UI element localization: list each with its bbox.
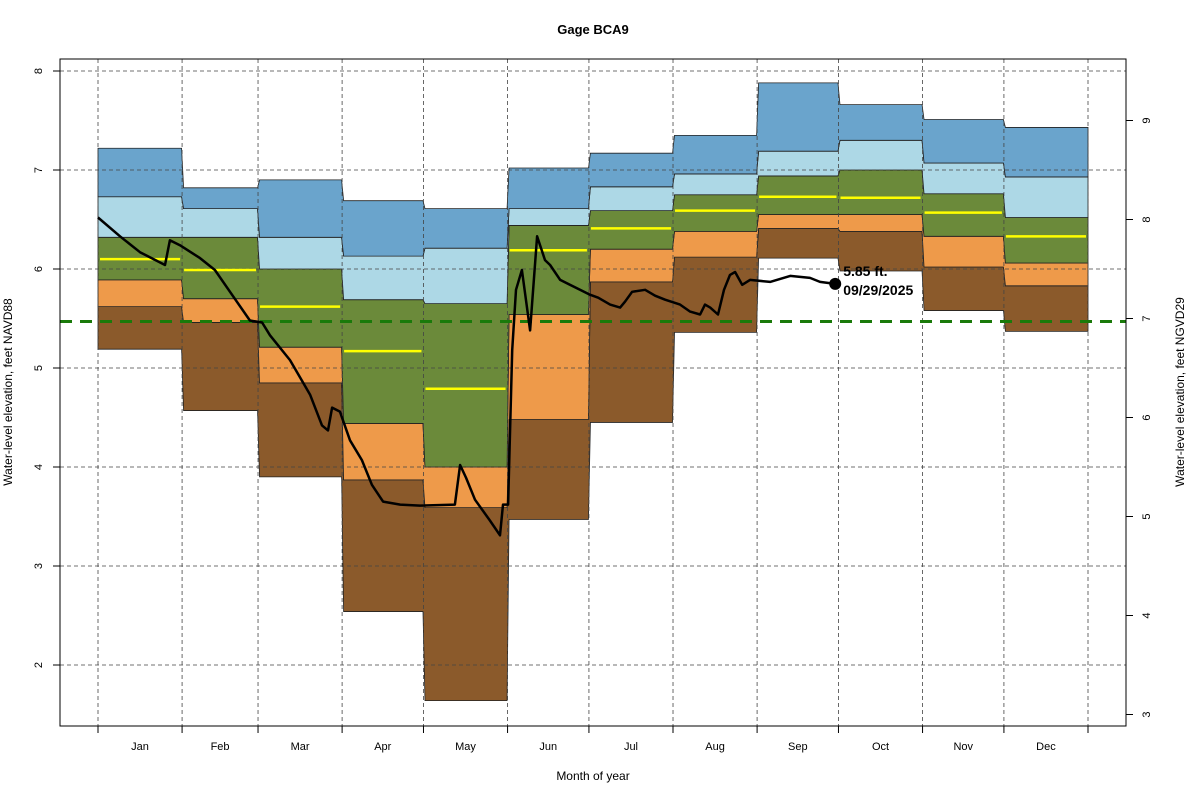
x-tick-label-jan: Jan <box>131 741 149 753</box>
x-tick-label-jul: Jul <box>624 741 638 753</box>
chart-title: Gage BCA9 <box>557 22 629 37</box>
last-value-label: 5.85 ft. <box>843 263 887 279</box>
y-tick-label-right: 6 <box>1141 414 1153 420</box>
y-tick-label-right: 8 <box>1141 216 1153 222</box>
median-lines <box>100 195 1086 391</box>
y-tick-label-right: 5 <box>1141 513 1153 519</box>
y-axis-label-left: Water-level elevation, feet NAVD88 <box>1 298 15 486</box>
x-tick-label-apr: Apr <box>374 741 391 753</box>
x-tick-label-jun: Jun <box>539 741 557 753</box>
x-tick-label-mar: Mar <box>291 741 310 753</box>
x-tick-label-sep: Sep <box>788 741 808 753</box>
water-level-line <box>97 216 836 537</box>
x-tick-label-nov: Nov <box>953 741 973 753</box>
x-tick-label-feb: Feb <box>211 741 230 753</box>
y-tick-label-left: 4 <box>33 464 45 470</box>
y-tick-label-right: 9 <box>1141 117 1153 123</box>
x-tick-label-dec: Dec <box>1036 741 1056 753</box>
y-tick-label-left: 6 <box>33 266 45 272</box>
y-tick-label-left: 8 <box>33 68 45 74</box>
y-tick-label-right: 3 <box>1141 711 1153 717</box>
x-tick-label-may: May <box>455 741 476 753</box>
x-axis-label: Month of year <box>556 769 629 783</box>
y-tick-label-right: 7 <box>1141 315 1153 321</box>
y-tick-label-left: 7 <box>33 167 45 173</box>
x-tick-label-aug: Aug <box>705 741 725 753</box>
percentile-bands <box>97 82 1089 702</box>
band-p90-max <box>97 82 1089 257</box>
y-tick-label-left: 3 <box>33 563 45 569</box>
last-value-marker <box>829 277 842 290</box>
y-tick-label-right: 4 <box>1141 612 1153 618</box>
y-tick-label-left: 5 <box>33 365 45 371</box>
y-axis-label-right: Water-level elevation, feet NGVD29 <box>1173 297 1187 487</box>
x-tick-label-oct: Oct <box>872 741 889 753</box>
y-tick-label-left: 2 <box>33 662 45 668</box>
plot-frame <box>59 58 1127 727</box>
axes: 2 3 4 5 6 7 8 3 4 5 6 7 8 9 Jan Feb Mar Apr May Jun Jul Aug Se… <box>33 68 1153 753</box>
last-value-date: 09/29/2025 <box>843 282 913 298</box>
